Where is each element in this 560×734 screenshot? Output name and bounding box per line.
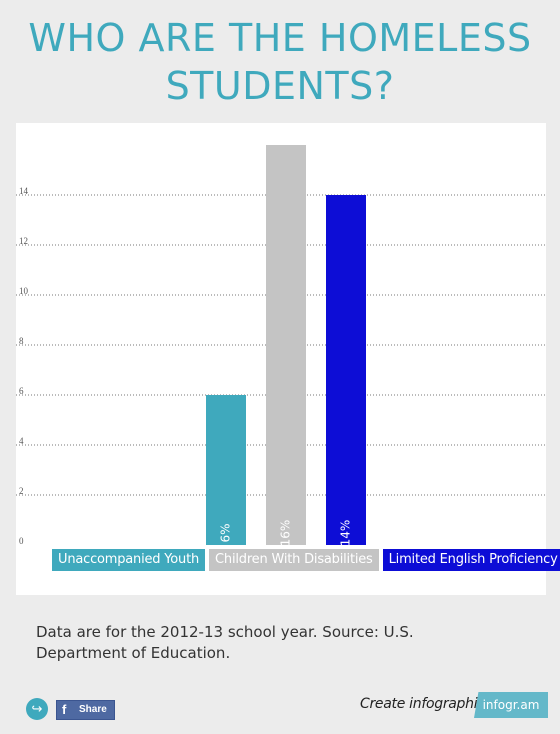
share-icon[interactable]: ↪ [26,698,48,720]
source-note: Data are for the 2012-13 school year. So… [36,623,414,662]
data-label: 16% [279,520,293,547]
y-tick-label: 0 [19,536,24,546]
title-line-1: WHO ARE THE HOMELESS [28,16,532,60]
bar-chart: 0 2 4 6 8 10 12 14 6% 16% 14% [16,145,546,547]
bar [206,395,246,545]
bar [326,195,366,545]
legend-item: Unaccompanied Youth [52,549,206,571]
bar [266,145,306,545]
y-tick-label: 2 [19,486,24,496]
create-infographics-link[interactable]: Create infographics [360,696,492,712]
chart-panel: 0 2 4 6 8 10 12 14 6% 16% 14% Unaccompanied Youth C… [16,123,560,595]
legend-item: Limited English Proficiency [382,549,560,571]
legend-item: Children With Disabilities [209,549,379,571]
y-tick-label: 10 [19,286,29,296]
y-tick-label: 14 [19,186,29,196]
footer: ↪ f Share Create infographics infogr.am [0,690,560,724]
facebook-share-button[interactable]: f Share [56,700,115,720]
legend: Unaccompanied Youth Children With Disabil… [52,549,560,571]
data-label: 14% [339,520,353,547]
y-tick-label: 12 [19,236,28,246]
chart-title: WHO ARE THE HOMELESS STUDENTS? [0,14,560,110]
y-tick-label: 4 [19,436,24,446]
y-tick-label: 8 [19,336,24,346]
share-button-label: Share [79,704,107,715]
y-tick-label: 6 [19,386,24,396]
data-label: 6% [219,523,233,542]
facebook-icon: f [62,702,67,717]
title-line-2: STUDENTS? [165,64,395,108]
infogram-logo[interactable]: infogr.am [474,692,548,718]
